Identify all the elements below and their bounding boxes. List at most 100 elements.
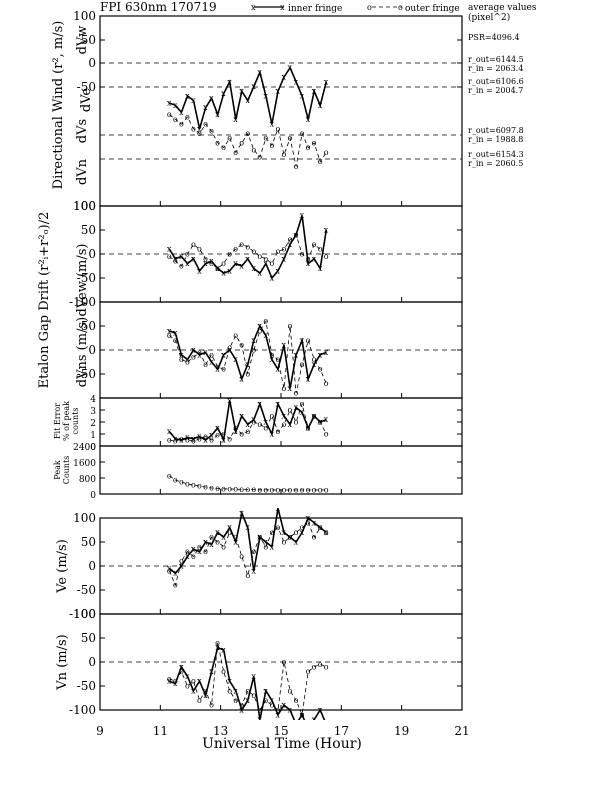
point-outer: o	[167, 110, 172, 119]
point-inner: x	[294, 77, 299, 86]
r-out-annotation: r_out=6106.6	[468, 77, 524, 86]
r-out-annotation: r_out=6097.8	[468, 126, 524, 135]
point-outer: o	[282, 658, 287, 667]
point-outer: o	[209, 350, 214, 359]
point-outer: o	[173, 476, 178, 485]
point-outer: o	[269, 528, 274, 537]
y-tick-label: 0	[88, 655, 96, 669]
point-outer: o	[318, 365, 323, 374]
point-outer: o	[294, 230, 299, 239]
point-outer: o	[318, 486, 323, 495]
point-outer: o	[294, 696, 299, 705]
y-tick-label: 50	[81, 33, 96, 47]
point-outer: o	[300, 523, 305, 532]
y-tick-label: 2	[90, 419, 96, 429]
point-inner: x	[197, 266, 202, 275]
point-outer: o	[251, 247, 256, 256]
point-outer: o	[312, 412, 317, 421]
point-inner: x	[173, 329, 178, 338]
point-inner: x	[239, 262, 244, 271]
row-label-dVs: dVs	[75, 119, 90, 143]
point-inner: x	[324, 720, 329, 729]
x-tick-label: 15	[273, 724, 288, 738]
y-tick-label: -50	[77, 271, 96, 285]
point-inner: x	[282, 254, 287, 263]
point-inner: x	[275, 87, 280, 96]
point-outer: o	[257, 326, 262, 335]
point-inner: x	[275, 365, 280, 374]
point-inner: x	[173, 434, 178, 443]
point-inner: x	[318, 350, 323, 359]
series-inner-fringe	[168, 508, 327, 575]
point-inner: x	[306, 115, 311, 124]
point-inner: x	[179, 108, 184, 117]
point-outer: o	[203, 483, 208, 492]
point-outer: o	[257, 533, 262, 542]
point-outer: o	[282, 245, 287, 254]
point-inner: x	[251, 566, 256, 575]
point-outer: o	[251, 418, 256, 427]
point-outer: o	[318, 523, 323, 532]
point-inner: x	[312, 412, 317, 421]
point-outer: o	[173, 336, 178, 345]
x-tick-label: 13	[213, 724, 228, 738]
point-inner: x	[167, 564, 172, 573]
point-inner: x	[221, 436, 226, 445]
point-inner: x	[191, 346, 196, 355]
point-outer: o	[209, 701, 214, 710]
y-tick-label: 0	[88, 559, 96, 573]
point-inner: x	[300, 336, 305, 345]
label-dVew: dVew (m/s)	[75, 244, 90, 317]
series-inner-fringe	[169, 66, 328, 130]
point-inner: x	[288, 706, 293, 715]
point-outer: o	[300, 360, 305, 369]
y-title-fit-error-2: % of peak	[62, 401, 71, 441]
series-outer-fringe	[169, 402, 327, 442]
y-tick-label: 50	[81, 319, 96, 333]
point-inner: x	[269, 120, 274, 129]
point-outer: o	[312, 240, 317, 249]
point-outer: o	[306, 667, 311, 676]
point-outer: o	[288, 486, 293, 495]
y-title-vn: Vn (m/s)	[55, 634, 70, 690]
point-inner: x	[263, 418, 268, 427]
point-outer: o	[221, 667, 226, 676]
point-inner: x	[185, 355, 190, 364]
r-in-annotation: r_in = 2060.5	[468, 159, 523, 168]
point-outer: o	[245, 427, 250, 436]
point-outer: o	[215, 638, 220, 647]
point-outer: o	[251, 145, 256, 154]
point-outer: o	[263, 542, 268, 551]
point-inner: x	[306, 725, 311, 734]
point-inner: x	[215, 110, 220, 119]
point-inner: x	[288, 63, 293, 72]
point-inner: x	[282, 73, 287, 82]
point-outer: o	[275, 486, 280, 495]
point-outer: o	[239, 701, 244, 710]
point-inner: x	[324, 226, 329, 235]
point-inner: x	[227, 266, 232, 275]
point-outer: o	[275, 427, 280, 436]
y-tick-label: -50	[77, 80, 96, 94]
point-inner: x	[239, 706, 244, 715]
point-outer: o	[324, 528, 329, 537]
point-outer: o	[209, 484, 214, 493]
point-inner: x	[185, 672, 190, 681]
point-outer: o	[306, 254, 311, 263]
point-outer: o	[233, 331, 238, 340]
point-inner: x	[288, 384, 293, 393]
y-tick-label: 0	[88, 247, 96, 261]
point-inner: x	[312, 254, 317, 263]
point-outer: o	[245, 485, 250, 494]
point-outer: o	[282, 384, 287, 393]
point-outer: o	[233, 245, 238, 254]
point-inner: x	[239, 412, 244, 421]
point-outer: o	[233, 533, 238, 542]
point-inner: x	[269, 355, 274, 364]
point-inner: x	[257, 400, 262, 409]
point-inner: x	[209, 667, 214, 676]
y-tick-label: 100	[73, 9, 96, 23]
point-outer: o	[318, 418, 323, 427]
point-outer: o	[173, 257, 178, 266]
